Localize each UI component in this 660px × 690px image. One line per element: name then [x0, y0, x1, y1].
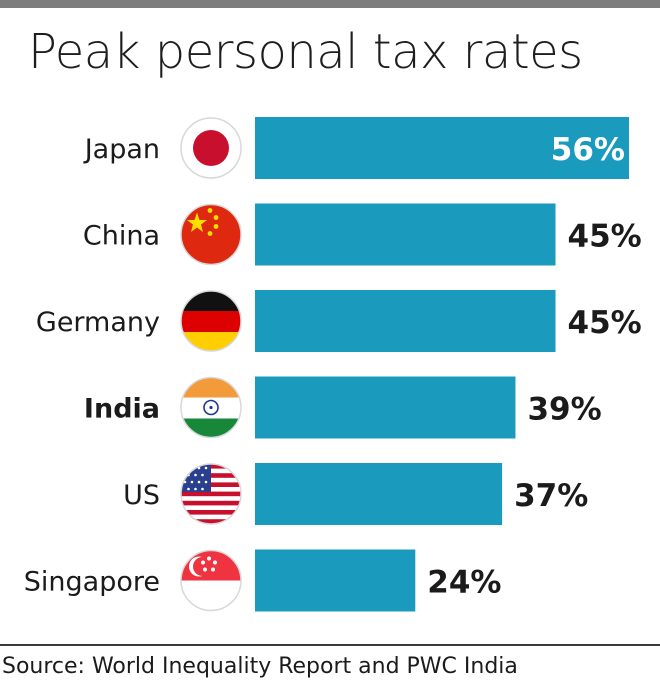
- source-note: Source: World Inequality Report and PWC …: [2, 654, 518, 679]
- bar-singapore: [255, 549, 416, 612]
- bar-row-singapore: Singapore 24%: [24, 549, 501, 612]
- singapore-flag-icon: [180, 549, 242, 612]
- value-label-singapore: 24%: [427, 565, 501, 601]
- bar-row-us: US 37%: [123, 463, 588, 525]
- value-label-china: 45%: [568, 219, 642, 255]
- bar-india: [255, 376, 516, 439]
- bar-chart: Japan 56%China 45%Germany 45%India 39%US: [24, 117, 642, 612]
- category-label-india: India: [84, 394, 160, 425]
- value-label-india: 39%: [527, 392, 601, 428]
- china-flag-icon: [180, 203, 242, 266]
- value-label-japan: 56%: [551, 132, 625, 168]
- india-flag-icon: [180, 376, 242, 439]
- japan-flag-icon: [180, 117, 242, 179]
- bar-row-india: India 39%: [84, 376, 602, 439]
- category-label-us: US: [123, 480, 160, 511]
- value-label-us: 37%: [514, 478, 588, 514]
- bar-japan: [255, 117, 629, 179]
- category-label-japan: Japan: [83, 134, 160, 165]
- category-label-singapore: Singapore: [24, 567, 160, 598]
- bar-us: [255, 463, 503, 525]
- value-label-germany: 45%: [568, 305, 642, 341]
- us-flag-icon: [180, 463, 242, 525]
- category-label-china: China: [83, 221, 160, 252]
- bar-row-china: China 45%: [83, 203, 642, 266]
- bar-china: [255, 203, 556, 266]
- bar-germany: [255, 290, 556, 352]
- bar-row-japan: Japan 56%: [83, 117, 629, 179]
- chart-title: Peak personal tax rates: [28, 24, 583, 80]
- germany-flag-icon: [180, 290, 242, 352]
- bar-row-germany: Germany 45%: [36, 290, 642, 352]
- bottom-rule: [0, 644, 660, 646]
- top-rule: [0, 0, 660, 8]
- category-label-germany: Germany: [36, 307, 160, 338]
